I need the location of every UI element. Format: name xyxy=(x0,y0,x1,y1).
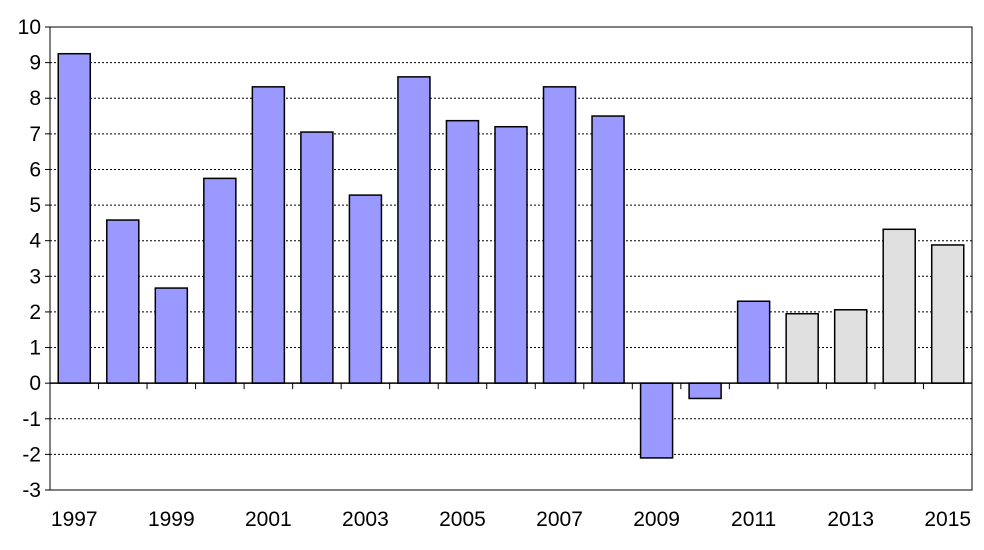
bar-2004 xyxy=(397,76,431,384)
x-tick-label: 2001 xyxy=(245,508,292,531)
bar-2006 xyxy=(494,125,528,384)
y-tick-label: -2 xyxy=(22,443,41,466)
bar-2015 xyxy=(930,244,965,384)
x-tick-label: 1997 xyxy=(51,508,98,531)
plot-frame xyxy=(49,26,973,491)
y-tick-label: -1 xyxy=(22,408,41,431)
x-tick-label: 2005 xyxy=(439,508,486,531)
y-tick-label: 1 xyxy=(29,337,41,360)
y-tick-label: 7 xyxy=(29,123,41,146)
y-tick-label: 5 xyxy=(29,194,41,217)
bar-1997 xyxy=(57,52,92,384)
bar-2014 xyxy=(882,228,916,384)
bar-1999 xyxy=(154,287,189,384)
bar-2009 xyxy=(639,382,674,459)
x-tick-label: 2007 xyxy=(536,508,583,531)
x-tick-label: 2011 xyxy=(731,508,776,531)
x-tick-label: 2003 xyxy=(342,508,389,531)
x-tick-label: 2015 xyxy=(924,508,971,531)
y-tick-label: 0 xyxy=(29,372,41,395)
x-tick-label: 2013 xyxy=(827,508,874,531)
x-tick-label: 2009 xyxy=(633,508,680,531)
bar-2008 xyxy=(591,115,625,384)
bar-2000 xyxy=(203,177,237,384)
bar-2007 xyxy=(542,86,577,384)
y-tick-label: 3 xyxy=(29,265,41,288)
y-tick-label: 10 xyxy=(18,16,41,39)
bar-2003 xyxy=(348,194,383,384)
y-tick-label: 9 xyxy=(29,52,41,75)
y-tick-label: 8 xyxy=(29,87,41,110)
y-tick-label: 2 xyxy=(29,301,41,324)
bars xyxy=(57,52,965,459)
y-tick-label: -3 xyxy=(22,479,41,502)
bar-2001 xyxy=(251,86,286,384)
y-tick-labels: -3 -2 -1 0 1 2 3 4 5 6 7 8 9 10 xyxy=(18,16,42,502)
bar-2013 xyxy=(833,309,868,384)
x-tick-labels: 1997 1999 2001 2003 2005 2007 2009 2011 2013 2015 xyxy=(51,508,971,531)
bar-1998 xyxy=(106,219,140,384)
y-tick-label: 6 xyxy=(29,158,41,181)
bar-2005 xyxy=(445,119,480,384)
x-tick-label: 1999 xyxy=(148,508,195,531)
bar-2011 xyxy=(736,300,771,384)
bar-2002 xyxy=(300,131,334,384)
bar-2010 xyxy=(688,382,722,400)
axes xyxy=(45,26,973,491)
bar-2012 xyxy=(785,312,819,384)
y-tick-label: 4 xyxy=(29,230,41,253)
